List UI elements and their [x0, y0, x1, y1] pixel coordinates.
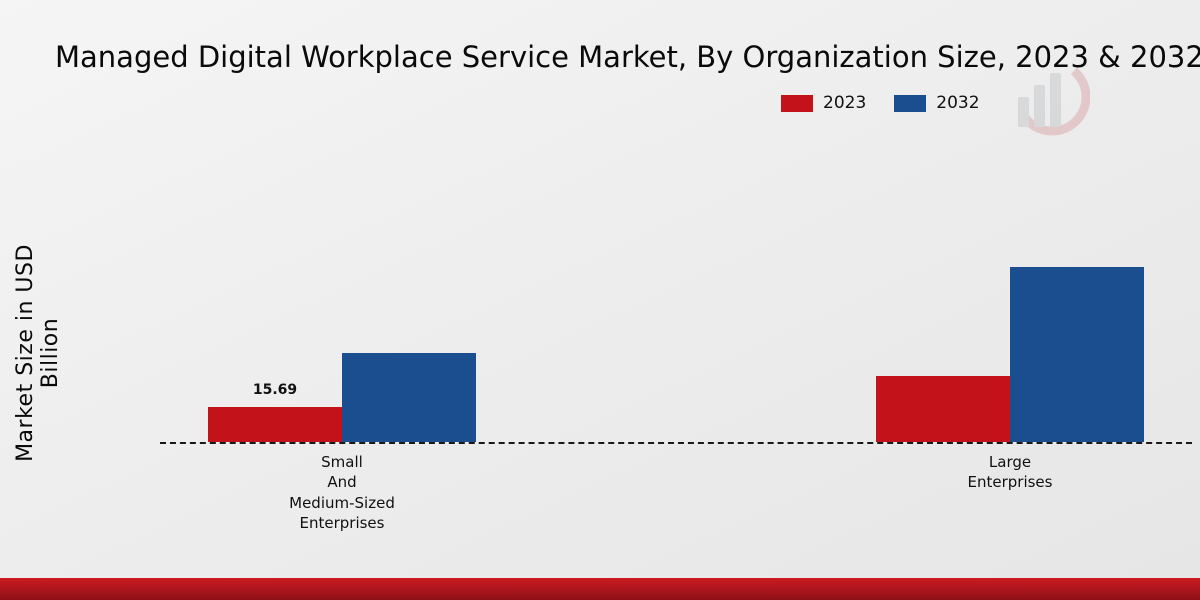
bar-value-label-smes-2023: 15.69 [252, 382, 298, 398]
category-line: Small [321, 453, 363, 471]
category-line: Enterprises [967, 473, 1053, 492]
legend-item-2023: 2023 [781, 93, 866, 113]
bar-large-2032 [1010, 267, 1144, 442]
legend-item-2032: 2032 [894, 93, 980, 113]
page-title: Managed Digital Workplace Service Market… [55, 40, 1200, 74]
legend: 2023 2032 [781, 93, 980, 113]
bar-smes-2032 [342, 353, 476, 442]
category-label-smes: Small And Medium-Sized Enterprises [232, 452, 452, 533]
legend-swatch-2023 [781, 94, 813, 112]
category-line: Large [988, 453, 1032, 471]
bar-large-2023 [876, 376, 1010, 442]
category-line: And [327, 473, 357, 492]
bar-group-large [876, 267, 1144, 442]
watermark-logo-icon [1000, 55, 1091, 144]
legend-swatch-2032 [894, 94, 927, 112]
category-label-large: Large Enterprises [900, 452, 1120, 493]
bar-group-smes: 15.69 [208, 353, 476, 442]
bar-smes-2023: 15.69 [208, 382, 342, 442]
category-line: Medium-Sized [289, 493, 395, 512]
y-axis-label: Market Size in USD Billion [13, 244, 63, 462]
legend-label-2023: 2023 [823, 93, 867, 113]
legend-label-2032: 2032 [936, 93, 980, 113]
zero-baseline [160, 442, 1192, 444]
footer-band [0, 578, 1200, 600]
category-line: Enterprises [299, 513, 385, 532]
